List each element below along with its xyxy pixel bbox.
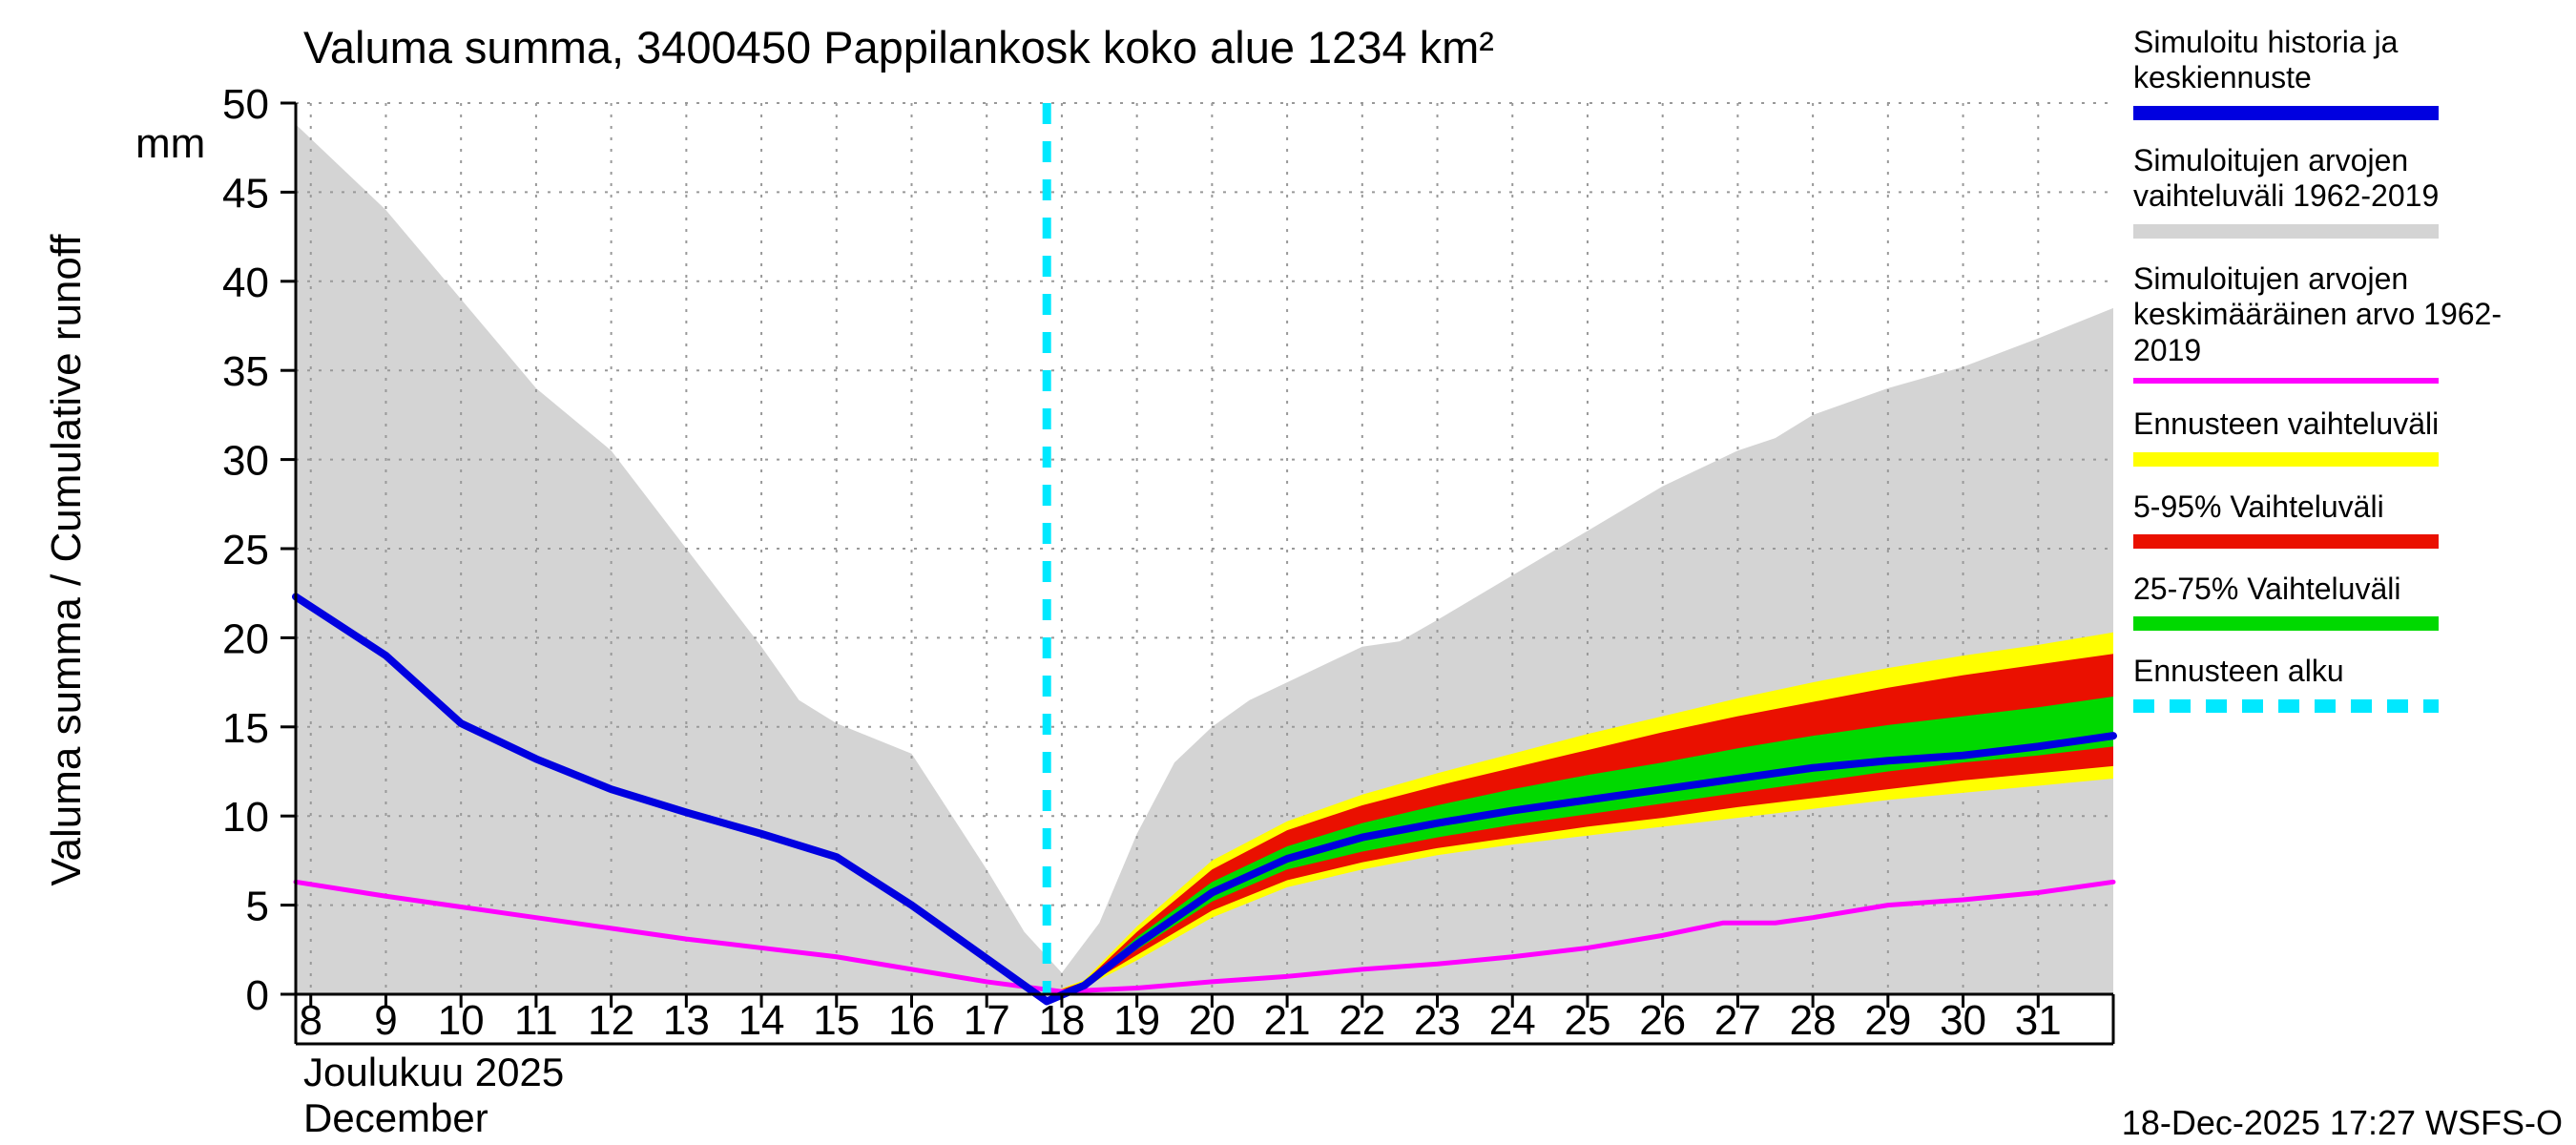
x-tick-label: 31	[2015, 997, 2062, 1044]
x-tick-label: 9	[374, 997, 397, 1044]
legend-item-3: Ennusteen vaihteluväli	[2133, 406, 2565, 467]
legend-item-5: 25-75% Vaihteluväli	[2133, 571, 2565, 632]
legend: Simuloitu historia ja keskiennuste Simulo…	[2133, 25, 2565, 713]
x-tick-label: 10	[438, 997, 485, 1044]
legend-swatch-line	[2133, 378, 2439, 385]
legend-item-4: 5-95% Vaihteluväli	[2133, 489, 2565, 549]
x-tick-label: 13	[663, 997, 710, 1044]
x-tick-label: 19	[1113, 997, 1160, 1044]
x-tick-label: 14	[738, 997, 785, 1044]
x-tick-label: 25	[1564, 997, 1610, 1044]
legend-swatch-line	[2133, 223, 2439, 239]
legend-item-2: Simuloitujen arvojen keskimääräinen arvo…	[2133, 260, 2565, 385]
x-tick-label: 24	[1489, 997, 1536, 1044]
x-tick-label: 30	[1940, 997, 1986, 1044]
x-tick-label: 26	[1639, 997, 1686, 1044]
y-axis-unit-label: mm	[135, 120, 206, 167]
chart-title: Valuma summa, 3400450 Pappilankosk koko …	[303, 22, 1494, 73]
x-tick-label: 29	[1864, 997, 1911, 1044]
y-tick-label: 45	[222, 170, 269, 217]
y-tick-label: 0	[246, 972, 269, 1019]
legend-label: Simuloitujen arvojen keskimääräinen arvo…	[2133, 260, 2502, 367]
line-simulated-mean-1962-2019	[293, 879, 2116, 994]
line-simulated-history-and-mean-forecast	[292, 593, 2117, 1006]
y-tick-label: 15	[222, 705, 269, 752]
x-tick-label: 22	[1339, 997, 1385, 1044]
x-tick-label: 12	[588, 997, 634, 1044]
legend-label: Ennusteen vaihteluväli	[2133, 406, 2440, 442]
legend-label: 25-75% Vaihteluväli	[2133, 571, 2401, 606]
y-tick-label: 20	[222, 615, 269, 662]
band-range-25-75	[1047, 697, 2113, 994]
y-tick-label: 50	[222, 81, 269, 128]
legend-item-0: Simuloitu historia ja keskiennuste	[2133, 25, 2565, 120]
legend-label: Simuloitu historia ja keskiennuste	[2133, 25, 2399, 95]
x-tick-label: 17	[964, 997, 1010, 1044]
x-tick-label: 27	[1714, 997, 1761, 1044]
y-tick-label: 40	[222, 260, 269, 306]
x-tick-label: 16	[888, 997, 935, 1044]
x-axis-month-en: December	[303, 1095, 488, 1140]
x-tick-label: 20	[1189, 997, 1236, 1044]
x-axis-month-fi: Joulukuu 2025	[303, 1050, 565, 1094]
x-tick-label: 28	[1790, 997, 1837, 1044]
y-tick-label: 10	[222, 794, 269, 841]
legend-swatch-line	[2133, 451, 2439, 467]
legend-item-6: Ennusteen alku	[2133, 654, 2565, 713]
band-simulated-range-1962-2019	[296, 124, 2113, 994]
x-tick-label: 21	[1264, 997, 1311, 1044]
legend-swatch-line	[2133, 616, 2439, 632]
x-tick-label: 18	[1038, 997, 1085, 1044]
legend-swatch-dashed-line	[2133, 698, 2439, 713]
timestamp: 18-Dec-2025 17:27 WSFS-O	[2121, 1103, 2563, 1142]
legend-item-1: Simuloitujen arvojen vaihteluväli 1962-2…	[2133, 143, 2565, 239]
x-tick-label: 11	[514, 997, 558, 1044]
x-tick-label: 8	[300, 997, 322, 1044]
legend-swatch-line	[2133, 105, 2439, 120]
y-tick-label: 35	[222, 348, 269, 395]
x-tick-label: 23	[1414, 997, 1461, 1044]
legend-label: Ennusteen alku	[2133, 654, 2344, 689]
y-tick-label: 30	[222, 438, 269, 485]
y-tick-label: 5	[246, 884, 269, 930]
legend-label: 5-95% Vaihteluväli	[2133, 489, 2384, 524]
y-tick-label: 25	[222, 527, 269, 573]
x-tick-label: 15	[813, 997, 860, 1044]
legend-swatch-line	[2133, 533, 2439, 549]
legend-label: Simuloitujen arvojen vaihteluväli 1962-2…	[2133, 142, 2440, 214]
